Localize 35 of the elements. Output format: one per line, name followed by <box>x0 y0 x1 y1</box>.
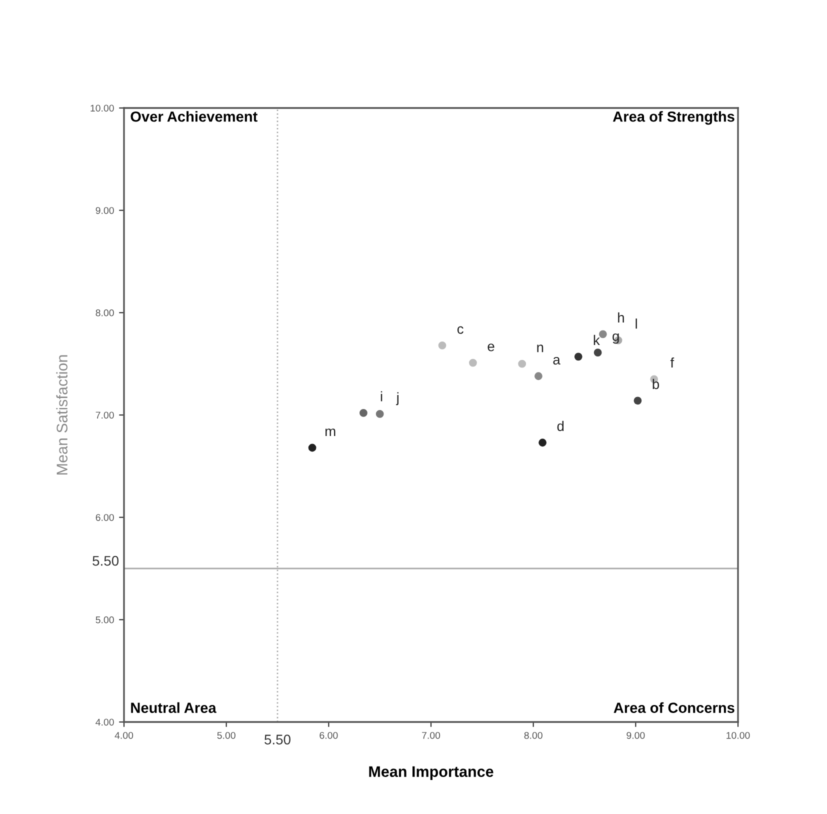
annotation: Area of Strengths <box>612 111 734 125</box>
y-tick-label: 7.00 <box>96 412 114 419</box>
y-tick-label: 6.00 <box>96 514 114 521</box>
y-tick-label: 8.00 <box>96 309 114 316</box>
ref-line-label: 5.50 <box>92 556 119 566</box>
x-axis-title: Mean Importance <box>369 766 494 780</box>
data-label: a <box>553 356 560 365</box>
data-label: n <box>537 344 544 352</box>
ref-line-label: 5.50 <box>264 734 290 744</box>
data-label: b <box>652 378 660 390</box>
data-label: l <box>636 318 637 329</box>
annotation: Neutral Area <box>131 702 216 713</box>
data-label: c <box>457 326 464 334</box>
y-tick-label: 9.00 <box>96 207 114 214</box>
y-axis-title: Mean Satisfaction <box>56 355 68 474</box>
x-tick-label: 10.00 <box>726 732 750 739</box>
data-label: f <box>670 357 674 368</box>
data-label: d <box>557 420 564 432</box>
y-tick-label: 5.00 <box>96 616 114 624</box>
data-label: m <box>325 428 336 436</box>
x-tick-label: 9.00 <box>626 732 645 739</box>
data-label: j <box>396 392 398 406</box>
annotation: Area of Concerns <box>614 702 734 713</box>
x-tick-label: 7.00 <box>422 732 440 739</box>
x-tick-label: 8.00 <box>524 732 542 739</box>
data-label: h <box>618 312 624 322</box>
data-label: e <box>488 344 494 352</box>
x-tick-label: 4.00 <box>114 732 134 739</box>
annotation: Over Achievement <box>130 111 258 122</box>
x-tick-label: 5.00 <box>217 732 236 739</box>
x-tick-label: 6.00 <box>320 732 338 739</box>
data-label: k <box>594 334 600 345</box>
data-label: i <box>380 391 382 402</box>
y-tick-label: 4.00 <box>96 718 114 726</box>
y-tick-label: 10.00 <box>90 104 114 112</box>
